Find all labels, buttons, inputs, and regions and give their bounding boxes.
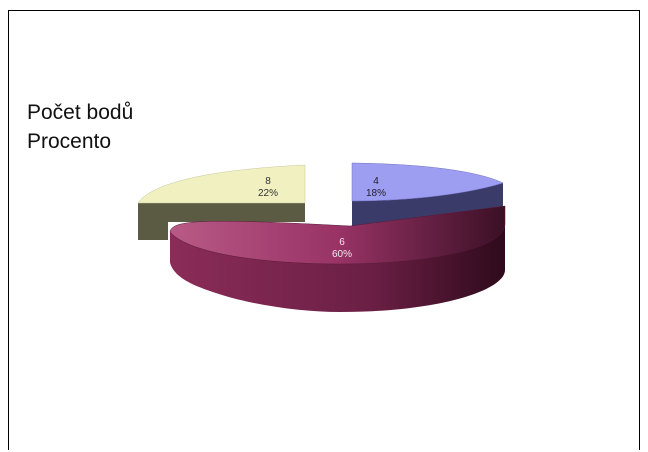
label-blue-percent: 18% [366, 188, 386, 199]
label-red-value: 6 [339, 237, 345, 248]
label-blue-value: 4 [373, 176, 379, 187]
legend-line-count: Počet bodů [27, 101, 134, 124]
label-yellow-value: 8 [265, 176, 271, 187]
pie-slice-red [169, 205, 506, 312]
label-yellow-percent: 22% [258, 188, 278, 199]
legend-line-percent: Procento [27, 130, 112, 153]
chart-legend: Počet bodů Procento [27, 98, 133, 156]
label-red-percent: 60% [332, 249, 352, 260]
